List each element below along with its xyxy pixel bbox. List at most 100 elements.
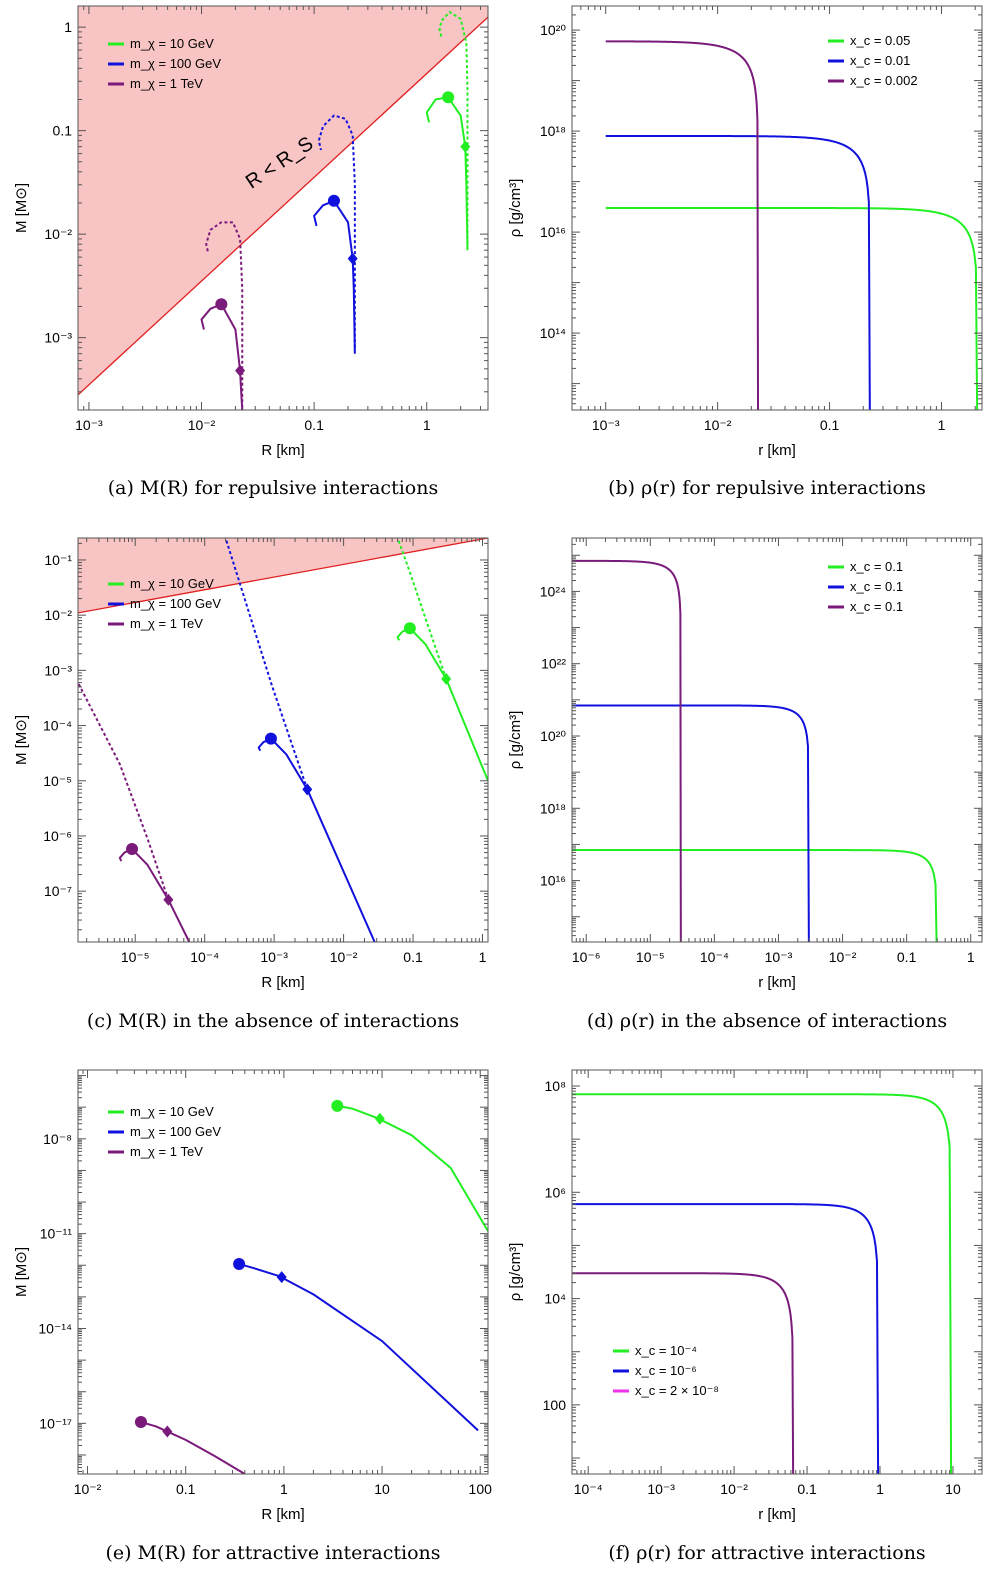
y-tick-label: 10²⁰ xyxy=(540,728,566,744)
max-mass-point-0 xyxy=(442,91,455,104)
x-tick-label: 100 xyxy=(469,1481,493,1497)
y-tick-label: 100 xyxy=(543,1397,567,1413)
series-line-2 xyxy=(572,559,682,942)
x-tick-label: 10⁻³ xyxy=(765,949,793,965)
plot-area-d xyxy=(572,559,938,942)
stable-branch-0 xyxy=(337,1104,488,1232)
y-tick-label: 10⁸ xyxy=(545,1078,567,1094)
legend-entry: x_c = 0.1 xyxy=(850,559,903,574)
panel-caption: (a) M(R) for repulsive interactions xyxy=(108,477,438,499)
max-mass-point-2 xyxy=(134,1416,147,1429)
stable-branch-0 xyxy=(425,96,469,251)
y-tick-label: 10¹⁸ xyxy=(540,123,566,139)
x-tick-label: 10⁻⁴ xyxy=(700,949,729,965)
max-mass-point-1 xyxy=(233,1257,246,1270)
x-tick-label: 1 xyxy=(876,1481,884,1497)
panel-d: 10⁻⁶ 10⁻⁵ 10⁻⁴ 10⁻³ 10⁻² 0.1 1 10¹⁶ 10¹⁸ 10²⁰ 10²²… xyxy=(507,537,983,1032)
panel-caption: (d) ρ(r) in the absence of interactions xyxy=(587,1010,947,1032)
x-tick-label: 0.1 xyxy=(403,949,423,965)
panel-caption: (c) M(R) in the absence of interactions xyxy=(87,1010,459,1032)
y-axis-label: ρ [g/cm³] xyxy=(507,179,524,238)
series-line-0 xyxy=(572,1093,953,1474)
x-tick-label: 10⁻³ xyxy=(75,417,103,433)
stable-branch-2 xyxy=(200,303,244,410)
series-line-1 xyxy=(605,134,871,410)
legend-entry: m_χ = 10 GeV xyxy=(130,576,214,591)
forbidden-region xyxy=(78,6,488,395)
series-line-2 xyxy=(605,40,760,410)
series-line-1 xyxy=(572,704,810,942)
series-line-2 xyxy=(572,1272,795,1474)
x-axis-label: r [km] xyxy=(758,1506,796,1523)
legend-entry: x_c = 0.1 xyxy=(850,579,903,594)
panel-e: 10⁻² 0.1 1 10 100 10⁻¹⁷ 10⁻¹⁴ 10⁻¹¹ 10⁻⁸ R [km] M … xyxy=(13,1069,493,1564)
schwarzschild-line xyxy=(78,16,488,396)
x-tick-label: 1 xyxy=(280,1481,288,1497)
x-tick-label: 10⁻⁵ xyxy=(636,949,665,965)
x-tick-label: 10⁻² xyxy=(704,417,732,433)
stable-branch-1 xyxy=(238,1262,479,1432)
legend: x_c = 0.1 x_c = 0.1 x_c = 0.1 xyxy=(828,559,903,614)
marker-point-2 xyxy=(163,893,174,906)
plot-frame xyxy=(571,1069,983,1475)
x-tick-label: 10⁻² xyxy=(188,417,216,433)
plot-frame xyxy=(571,537,983,943)
x-tick-label: 1 xyxy=(423,417,431,433)
marker-point-1 xyxy=(276,1271,287,1284)
y-tick-label: 10⁻¹⁷ xyxy=(39,1415,72,1431)
legend-entry: x_c = 0.1 xyxy=(850,599,903,614)
legend-entry: m_χ = 100 GeV xyxy=(130,1124,221,1139)
x-tick-label: 10⁻² xyxy=(74,1481,102,1497)
plot-area-c xyxy=(78,538,488,942)
x-tick-label: 0.1 xyxy=(797,1481,817,1497)
marker-point-0 xyxy=(374,1112,385,1125)
legend-entry: x_c = 10⁻⁶ xyxy=(635,1363,697,1378)
plot-area-b xyxy=(605,40,979,410)
y-axis-label: ρ [g/cm³] xyxy=(507,711,524,770)
y-tick-label: 10¹⁴ xyxy=(540,325,566,341)
y-tick-label: 1 xyxy=(64,19,72,35)
marker-point-0 xyxy=(460,140,471,153)
panel-c: 10⁻⁵ 10⁻⁴ 10⁻³ 10⁻² 0.1 1 10⁻⁷ 10⁻⁶ 10⁻⁵ 10⁻⁴ 10⁻³… xyxy=(13,537,489,1032)
unstable-branch-1 xyxy=(317,114,356,348)
y-axis-label: M [M⊙] xyxy=(13,183,30,233)
y-tick-label: 10²⁴ xyxy=(540,583,566,599)
plot-area-f xyxy=(572,1093,953,1474)
marker-point-1 xyxy=(302,783,313,796)
y-tick-label: 10⁻⁶ xyxy=(43,828,72,844)
panel-caption: (b) ρ(r) for repulsive interactions xyxy=(608,477,926,499)
marker-point-2 xyxy=(235,364,246,377)
marker-point-1 xyxy=(347,252,358,265)
stable-branch-1 xyxy=(313,199,356,354)
x-tick-label: 10⁻⁴ xyxy=(190,949,219,965)
schwarzschild-line xyxy=(78,538,488,614)
legend: m_χ = 10 GeV m_χ = 100 GeV m_χ = 1 TeV xyxy=(108,1104,221,1159)
x-axis-label: r [km] xyxy=(758,974,796,991)
x-tick-label: 10⁻³ xyxy=(260,949,288,965)
legend-entry: m_χ = 1 TeV xyxy=(130,1144,203,1159)
unstable-branch-2 xyxy=(78,682,170,901)
panel-caption: (f) ρ(r) for attractive interactions xyxy=(608,1542,925,1564)
x-tick-label: 1 xyxy=(967,949,975,965)
x-tick-label: 0.1 xyxy=(176,1481,196,1497)
x-tick-label: 1 xyxy=(479,949,487,965)
legend-entry: m_χ = 1 TeV xyxy=(130,76,203,91)
unstable-branch-2 xyxy=(205,221,244,408)
y-tick-label: 10⁻¹ xyxy=(44,552,72,568)
x-axis-label: R [km] xyxy=(261,974,304,991)
y-tick-label: 10⁻¹⁴ xyxy=(38,1320,72,1336)
stable-branch-2 xyxy=(118,848,191,942)
x-tick-label: 10 xyxy=(374,1481,390,1497)
x-axis-label: R [km] xyxy=(261,1506,304,1523)
y-tick-label: 10⁻⁷ xyxy=(44,883,72,899)
y-tick-label: 10⁻⁴ xyxy=(43,718,72,734)
stable-branch-0 xyxy=(396,627,488,782)
x-tick-label: 10⁻⁵ xyxy=(121,949,150,965)
y-tick-label: 10⁻¹¹ xyxy=(40,1226,73,1242)
y-tick-label: 10⁻⁸ xyxy=(43,1131,72,1147)
x-tick-label: 10⁻⁴ xyxy=(574,1481,603,1497)
legend: x_c = 0.05 x_c = 0.01 x_c = 0.002 xyxy=(828,33,918,88)
y-tick-label: 10²⁰ xyxy=(540,22,566,38)
plot-frame xyxy=(77,5,489,411)
